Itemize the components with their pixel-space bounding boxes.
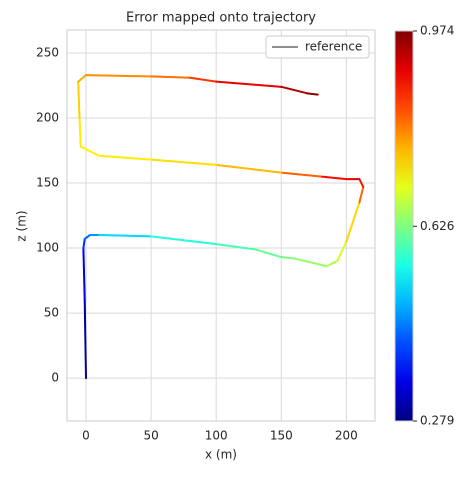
error-segment bbox=[77, 80, 81, 120]
plot-frame bbox=[66, 29, 376, 422]
colorbar bbox=[394, 30, 414, 422]
error-segment bbox=[345, 201, 361, 243]
error-segment bbox=[254, 248, 283, 259]
y-tick-label: 0 bbox=[51, 371, 59, 385]
error-segment bbox=[98, 234, 153, 238]
error-segment bbox=[215, 243, 257, 251]
error-segment bbox=[319, 175, 348, 181]
reference-line bbox=[77, 74, 365, 379]
error-segment bbox=[215, 80, 283, 88]
colorbar-tick-label: 0.974 bbox=[420, 24, 454, 38]
error-segment bbox=[79, 145, 101, 157]
legend: reference bbox=[265, 35, 370, 59]
error-segment bbox=[83, 234, 91, 240]
y-tick-label: 150 bbox=[36, 176, 59, 190]
y-axis-label: z (m) bbox=[15, 210, 29, 241]
error-segment bbox=[150, 235, 218, 246]
x-tick-label: 100 bbox=[205, 429, 228, 443]
error-segment bbox=[82, 247, 86, 302]
y-tick-label: 50 bbox=[44, 306, 59, 320]
error-segment bbox=[85, 74, 153, 78]
y-tick-label: 200 bbox=[36, 111, 59, 125]
error-segment bbox=[150, 75, 192, 79]
error-segment bbox=[280, 85, 309, 95]
error-segment bbox=[189, 76, 218, 83]
error-segment bbox=[293, 257, 328, 268]
error-segment bbox=[280, 171, 322, 178]
colorbar-tick-label: 0.626 bbox=[420, 219, 454, 233]
x-tick-label: 200 bbox=[335, 429, 358, 443]
error-segment bbox=[325, 260, 339, 268]
x-axis-label: x (m) bbox=[205, 448, 237, 462]
y-tick-label: 100 bbox=[36, 241, 59, 255]
error-segment bbox=[358, 185, 365, 204]
error-segment bbox=[77, 74, 88, 83]
error-segment bbox=[83, 299, 88, 380]
error-segment bbox=[306, 92, 319, 96]
error-segment bbox=[358, 178, 365, 188]
error-segment bbox=[215, 163, 283, 174]
x-tick-label: 50 bbox=[143, 429, 158, 443]
error-segment bbox=[280, 256, 296, 260]
x-tick-label: 150 bbox=[270, 429, 293, 443]
x-tick-label: 0 bbox=[82, 429, 90, 443]
legend-box bbox=[265, 35, 370, 59]
legend-label: reference bbox=[305, 40, 362, 54]
error-segment bbox=[98, 154, 153, 161]
colorbar-tick-label: 0.279 bbox=[420, 414, 454, 428]
error-segment bbox=[150, 158, 218, 166]
error-segment bbox=[82, 237, 86, 250]
chart-title: Error mapped onto trajectory bbox=[126, 11, 316, 26]
error-segment bbox=[336, 240, 348, 263]
y-tick-label: 250 bbox=[36, 46, 59, 60]
error-segment bbox=[78, 117, 82, 148]
